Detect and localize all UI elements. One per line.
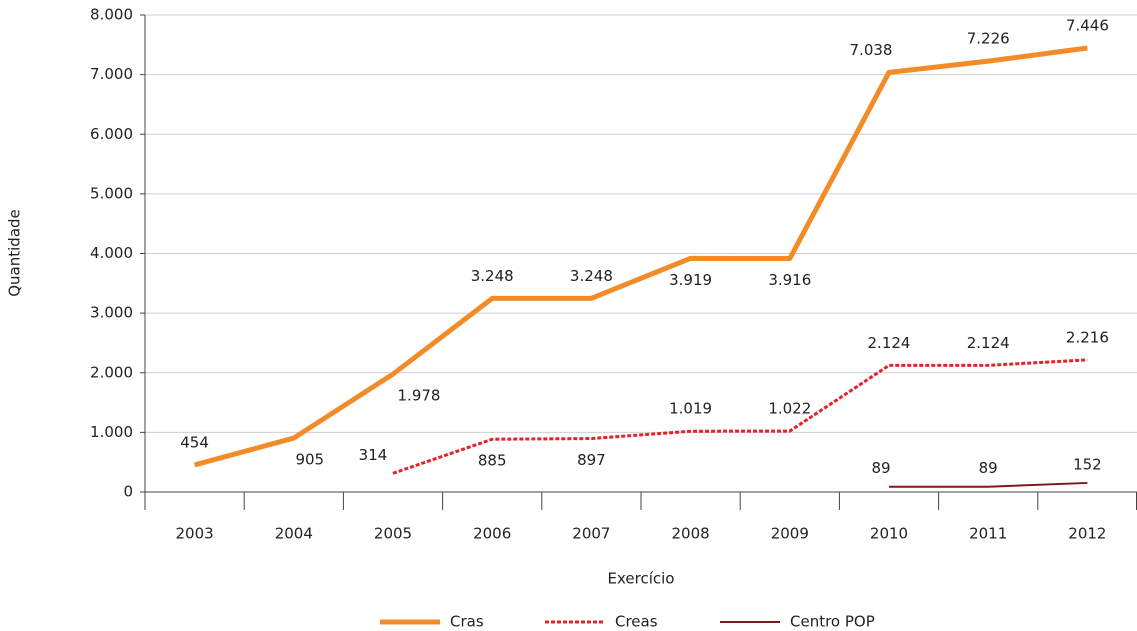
x-tick-label: 2005 <box>374 525 412 543</box>
y-tick-label: 8.000 <box>90 6 133 24</box>
y-tick-label: 3.000 <box>90 304 133 322</box>
data-label: 454 <box>180 433 209 451</box>
data-label: 89 <box>871 459 890 477</box>
data-label: 3.248 <box>471 267 514 285</box>
x-tick-label: 2010 <box>870 525 908 543</box>
data-label: 1.019 <box>669 400 712 418</box>
y-tick-label: 1.000 <box>90 423 133 441</box>
data-label: 1.978 <box>398 387 441 405</box>
y-tick-label: 5.000 <box>90 184 133 202</box>
x-tick-label: 2011 <box>969 525 1007 543</box>
series-line <box>193 45 1088 468</box>
y-tick-label: 4.000 <box>90 244 133 262</box>
x-tick-label: 2008 <box>672 525 710 543</box>
series-line <box>392 358 1088 475</box>
x-tick-label: 2012 <box>1068 525 1106 543</box>
data-label: 2.124 <box>967 334 1010 352</box>
data-label: 7.446 <box>1066 17 1109 35</box>
data-label: 7.038 <box>850 41 893 59</box>
data-label: 905 <box>295 451 324 469</box>
data-label: 885 <box>478 452 507 470</box>
legend-label: Creas <box>615 613 658 631</box>
data-label: 7.226 <box>967 30 1010 48</box>
x-tick-label: 2009 <box>771 525 809 543</box>
series-line <box>889 481 1088 488</box>
x-axis-label: Exercício <box>608 570 675 588</box>
data-label: 89 <box>979 459 998 477</box>
y-tick-label: 7.000 <box>90 65 133 83</box>
y-tick-label: 6.000 <box>90 125 133 143</box>
x-tick-label: 2007 <box>572 525 610 543</box>
x-tick-label: 2006 <box>473 525 511 543</box>
data-label: 314 <box>359 446 388 464</box>
data-label: 2.124 <box>868 334 911 352</box>
data-label: 1.022 <box>768 400 811 418</box>
data-label: 3.916 <box>768 271 811 289</box>
legend-label: Cras <box>450 613 484 631</box>
x-tick-label: 2003 <box>176 525 214 543</box>
data-label: 897 <box>577 451 606 469</box>
y-tick-label: 2.000 <box>90 363 133 381</box>
y-axis-label: Quantidade <box>6 209 24 297</box>
legend-label: Centro POP <box>790 613 875 631</box>
data-label: 152 <box>1073 455 1102 473</box>
y-tick-label: 0 <box>123 483 133 501</box>
data-label: 2.216 <box>1066 328 1109 346</box>
data-label: 3.919 <box>669 271 712 289</box>
x-tick-label: 2004 <box>275 525 313 543</box>
data-label: 3.248 <box>570 267 613 285</box>
